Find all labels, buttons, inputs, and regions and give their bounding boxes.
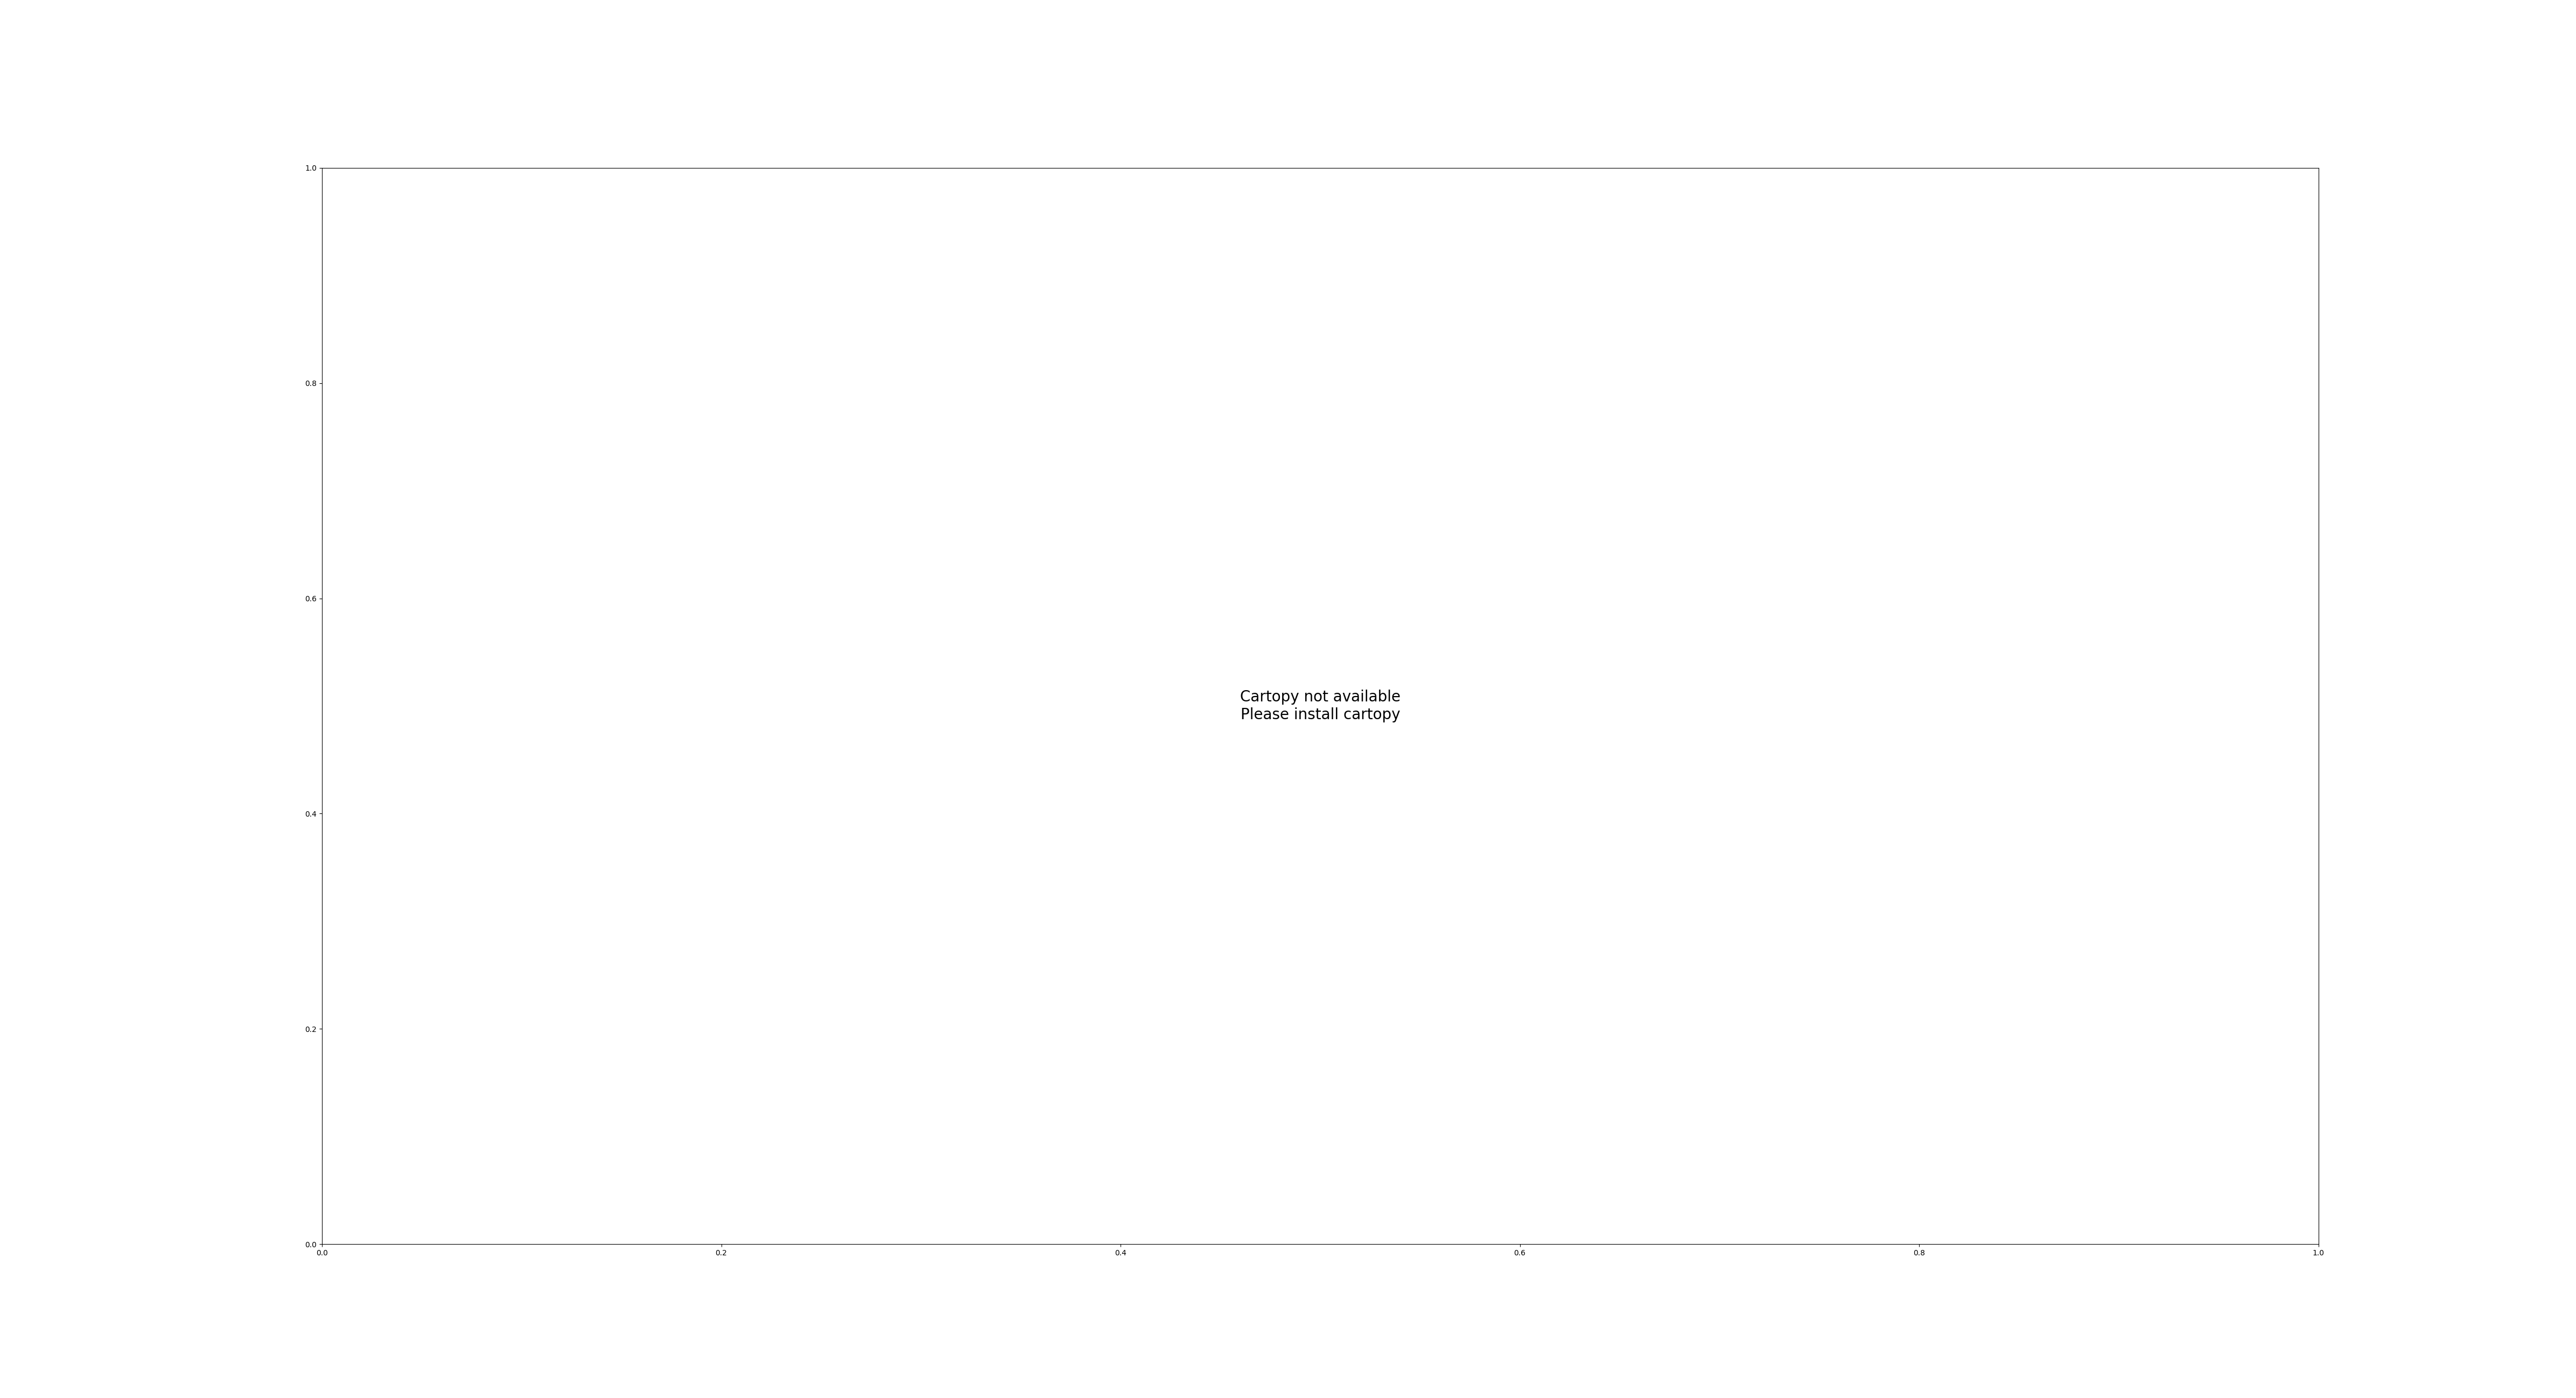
Text: Cartopy not available
Please install cartopy: Cartopy not available Please install car…	[1239, 689, 1401, 723]
